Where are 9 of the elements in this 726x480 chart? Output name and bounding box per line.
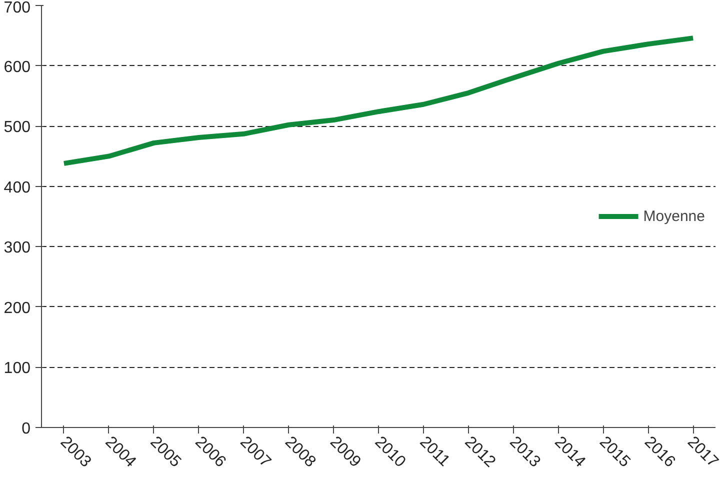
legend-label: Moyenne xyxy=(643,208,705,224)
y-tick-label: 200 xyxy=(4,300,31,317)
y-tick-label: 600 xyxy=(4,58,31,76)
y-tick-label: 700 xyxy=(4,0,31,16)
y-tick-label: 500 xyxy=(4,119,31,136)
y-tick-label: 300 xyxy=(4,240,31,257)
y-tick-label: 0 xyxy=(22,420,31,438)
y-tick-label: 400 xyxy=(4,179,31,196)
y-tick-label: 100 xyxy=(4,360,31,378)
